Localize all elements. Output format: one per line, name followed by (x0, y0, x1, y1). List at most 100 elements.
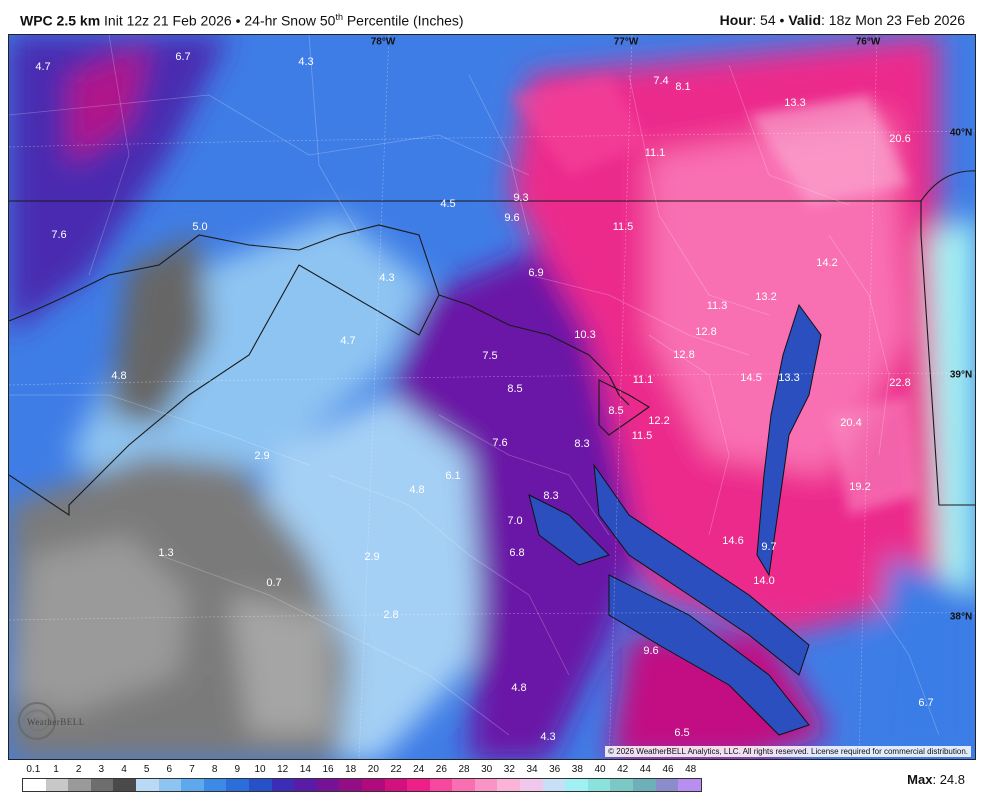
snow-value: 7.0 (507, 515, 523, 527)
snow-value: 9.6 (643, 645, 659, 657)
legend-tick-label: 12 (277, 764, 289, 775)
snow-value: 19.2 (849, 481, 871, 493)
legend-tick-label: 48 (685, 764, 697, 775)
legend-tick-label: 4 (121, 764, 127, 775)
snow-value: 4.8 (511, 682, 527, 694)
valid-label: Valid (788, 12, 821, 28)
snow-value: 8.1 (675, 81, 691, 93)
snow-value: 7.5 (482, 350, 498, 362)
lat-label-38n: 38°N (949, 611, 973, 623)
snow-value: 13.3 (784, 97, 806, 109)
valid-value: : 18z Mon 23 Feb 2026 (821, 12, 965, 28)
legend-swatch (361, 779, 385, 791)
legend-swatch (429, 779, 453, 791)
snow-value: 8.5 (507, 383, 523, 395)
snow-value: 6.9 (528, 267, 544, 279)
legend-swatch (68, 779, 91, 791)
max-value-box: Max: 24.8 (907, 772, 965, 787)
snow-value: 14.2 (816, 257, 838, 269)
header-valid: Hour: 54 • Valid: 18z Mon 23 Feb 2026 (720, 12, 965, 28)
legend-tick-label: 32 (503, 764, 515, 775)
snow-value: 8.3 (574, 438, 590, 450)
snow-value: 11.3 (706, 300, 728, 312)
snow-value: 4.7 (340, 335, 356, 347)
legend-swatch (203, 779, 227, 791)
lat-label-40n: 40°N (949, 127, 973, 139)
legend-tick-label: 6 (166, 764, 173, 775)
legend-swatch (678, 779, 701, 791)
legend-swatch (339, 779, 362, 791)
legend-tick-label: 40 (594, 764, 606, 775)
legend-tick-label: 28 (458, 764, 470, 775)
snow-value: 11.1 (632, 374, 654, 386)
legend-swatch (113, 779, 136, 791)
header-bar: WPC 2.5 km Init 12z 21 Feb 2026 • 24-hr … (0, 0, 984, 34)
legend-swatch (248, 779, 272, 791)
snowfall-map[interactable]: 78°W 77°W 76°W 40°N 39°N 38°N 4.7 6.7 4.… (8, 34, 976, 760)
header-title: WPC 2.5 km Init 12z 21 Feb 2026 • 24-hr … (20, 12, 464, 29)
snow-value: 14.0 (753, 575, 775, 587)
copyright-notice: © 2026 WeatherBELL Analytics, LLC. All r… (605, 746, 971, 757)
legend-tick-label: 16 (322, 764, 334, 775)
legend-tick-label: 26 (435, 764, 447, 775)
snow-value: 4.3 (379, 272, 395, 284)
snow-value: 12.8 (673, 349, 695, 361)
snow-value: 1.3 (158, 547, 174, 559)
legend-swatch (90, 779, 114, 791)
legend-tick-label: 30 (481, 764, 493, 775)
legend-swatch (23, 779, 46, 791)
legend-swatch (655, 779, 679, 791)
snow-value: 12.2 (648, 415, 670, 427)
hour-value: : 54 • (752, 12, 785, 28)
legend-swatch (316, 779, 340, 791)
snow-value: 10.3 (574, 329, 596, 341)
legend-tick-label: 14 (299, 764, 311, 775)
snow-value: 9.3 (513, 192, 529, 204)
legend-tick-label: 0.1 (26, 764, 41, 775)
snow-value: 6.1 (445, 470, 461, 482)
legend-tick-label: 22 (390, 764, 402, 775)
legend-tick-label: 34 (526, 764, 538, 775)
snow-value: 7.6 (51, 229, 67, 241)
lat-label-39n: 39°N (949, 369, 973, 381)
snow-value: 9.7 (761, 541, 777, 553)
snow-value: 6.7 (918, 697, 934, 709)
snowfall-field (9, 35, 975, 759)
product-name-post: Percentile (Inches) (346, 12, 464, 29)
legend-swatch (181, 779, 204, 791)
snow-value: 8.3 (543, 490, 559, 502)
legend-tick-label: 20 (367, 764, 379, 775)
legend-swatch (542, 779, 566, 791)
hour-label: Hour (719, 12, 753, 28)
snow-value: 9.6 (504, 212, 520, 224)
snow-value: 14.6 (722, 535, 744, 547)
legend-tick-label: 44 (639, 764, 651, 775)
legend-tick-label: 3 (98, 764, 105, 775)
snow-value: 6.7 (175, 51, 191, 63)
snow-value: 8.5 (608, 405, 624, 417)
snow-value: 4.5 (440, 198, 456, 210)
legend-tick-label: 1 (53, 764, 59, 775)
legend-tick-label: 42 (617, 764, 629, 775)
model-name: WPC 2.5 km (20, 12, 101, 29)
legend-tick-label: 5 (143, 764, 150, 775)
legend-swatch (610, 779, 634, 791)
lon-label-78w: 78°W (370, 36, 396, 48)
legend-swatch (226, 779, 249, 791)
logo-text: WeatherBELL (27, 717, 85, 727)
swirl-icon (18, 702, 56, 740)
weatherbell-logo: WeatherBELL (15, 699, 85, 749)
product-name-pre: 24-hr Snow 50 (244, 12, 336, 29)
snow-value: 13.2 (755, 291, 777, 303)
legend-tick-label: 46 (662, 764, 674, 775)
init-time: Init 12z 21 Feb 2026 (104, 12, 232, 29)
legend-swatch (384, 779, 408, 791)
max-label: Max (907, 772, 933, 787)
legend-swatch (565, 779, 588, 791)
legend-swatch (158, 779, 182, 791)
legend-tick-label: 38 (571, 764, 583, 775)
legend-swatch (294, 779, 317, 791)
legend-swatch (452, 779, 475, 791)
snow-value: 4.3 (298, 56, 314, 68)
legend-swatch (271, 779, 295, 791)
